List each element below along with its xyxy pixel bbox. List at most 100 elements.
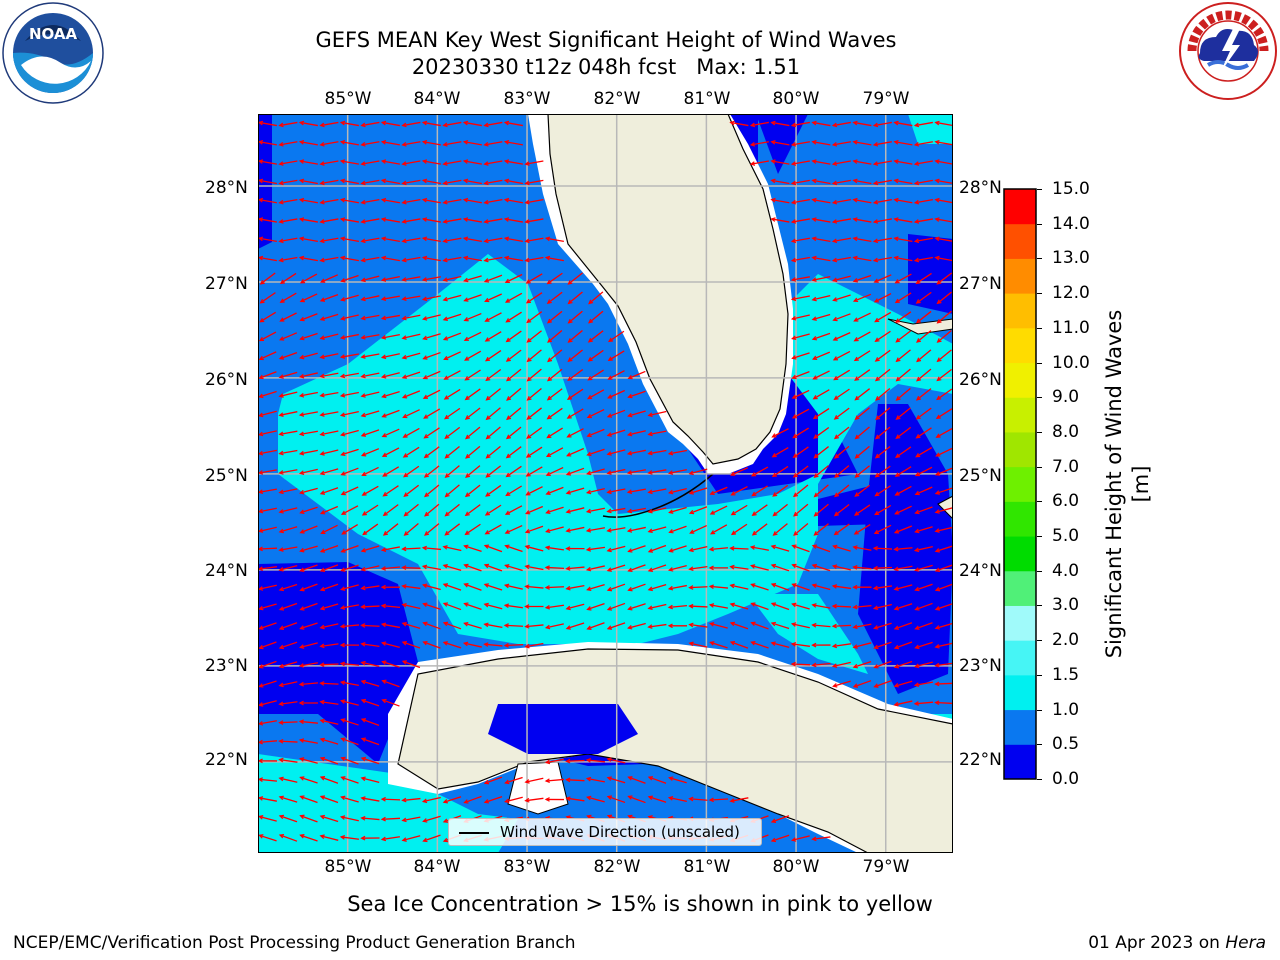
wind-wave-arrow [361,565,380,571]
wind-wave-arrow [300,179,318,185]
wind-wave-arrow-head [708,584,714,590]
wind-wave-arrow-head [547,357,553,363]
wind-wave-arrow [875,485,891,497]
wind-wave-arrow-head [606,606,613,611]
wind-wave-arrow-head [278,528,284,534]
wind-wave-arrow [874,198,892,204]
wind-wave-arrow [402,333,421,339]
wind-wave-arrow [935,179,953,185]
wind-wave-arrow-head [360,412,366,418]
wind-wave-arrow-head [422,335,428,341]
wind-wave-arrow [300,506,318,514]
wind-wave-arrow [443,641,462,649]
wind-wave-arrow [505,545,523,553]
wind-wave-arrow-head [503,217,510,222]
wind-wave-arrow-head [380,159,387,164]
wind-wave-arrow [423,834,441,842]
wind-wave-arrow [853,160,872,165]
wind-wave-arrow [320,179,339,185]
legend-line-swatch [459,832,489,834]
wind-wave-arrow [853,121,872,127]
wind-wave-arrow [875,368,891,382]
wind-wave-arrow-head [770,818,777,823]
wind-wave-arrow [587,448,605,456]
wind-wave-arrow [320,121,339,127]
lon-label-bottom: 82°W [593,857,641,877]
wind-wave-arrow-head [831,122,838,128]
wind-wave-arrow-head [483,622,489,628]
wind-wave-arrow-head [811,662,817,668]
wind-wave-arrow [444,407,461,420]
wind-wave-arrow-head [382,511,388,517]
wind-wave-arrow-head [381,413,387,418]
wind-wave-arrow-head [442,257,448,263]
wind-wave-arrow [259,351,277,360]
wind-wave-arrow [894,700,913,706]
wind-wave-arrow [874,504,892,516]
wind-wave-arrow [587,389,605,400]
wind-wave-arrow [382,121,400,127]
wind-wave-arrow [812,544,831,553]
wind-wave-arrow [279,141,298,146]
wind-wave-arrow-head [422,837,428,843]
wind-wave-arrow [443,218,462,223]
wind-wave-arrow-head [360,277,366,283]
wind-wave-arrow [279,777,298,783]
wind-wave-arrow [279,565,298,571]
wind-wave-arrow-head [567,338,573,343]
wind-wave-arrow-head [915,279,921,285]
wind-wave-arrow-head [524,544,530,550]
wind-wave-arrow-head [319,699,325,705]
lat-label-left: 25°N [205,466,248,486]
wind-wave-arrow [813,408,830,419]
wind-wave-arrow [402,179,421,185]
wind-wave-arrow-head [709,510,715,515]
wind-wave-arrow [588,349,604,362]
wind-wave-arrow-head [790,141,797,147]
wind-wave-arrow [424,465,440,478]
wind-wave-arrow-head [421,296,428,302]
wind-wave-arrow-head [319,718,325,724]
wind-wave-arrow-head [462,120,469,126]
wind-wave-arrow-head [278,509,284,514]
wind-wave-arrow-head [833,415,839,420]
wind-wave-arrow-head [749,545,756,550]
wind-wave-arrow-head [914,606,920,611]
wind-wave-arrow-head [298,217,305,222]
wind-wave-arrow-head [505,337,511,343]
wind-wave-arrow [279,681,298,687]
wind-wave-arrow [259,371,277,379]
wind-wave-arrow-head [770,641,776,646]
wind-wave-arrow-head [442,336,449,341]
wind-wave-arrow-head [339,236,346,242]
wind-wave-arrow [361,817,380,821]
wind-wave-arrow-head [852,159,858,164]
wind-wave-arrow-head [565,625,571,630]
wind-wave-arrow [464,121,482,127]
wind-wave-arrow [402,121,421,127]
wind-wave-arrow [812,198,831,204]
wind-wave-arrow-head [811,159,817,164]
wind-wave-arrow [628,526,646,532]
wind-wave-arrow-head [565,585,571,591]
wind-wave-arrow-head [258,834,264,839]
wind-wave-arrow [341,776,359,784]
wind-wave-arrow [485,312,502,322]
wind-wave-arrow-head [792,472,798,478]
wind-wave-arrow [465,369,481,381]
wind-wave-arrow [486,407,501,420]
wind-wave-arrow [812,256,831,262]
wind-wave-arrow [937,349,952,362]
wind-wave-arrow [895,292,912,304]
wind-wave-arrow-head [565,490,571,495]
wind-wave-arrow [793,503,809,517]
wind-wave-arrow-head [360,257,366,263]
wind-wave-arrow [361,410,380,417]
wind-wave-arrow [894,218,913,223]
colorbar-tick-label: 2.0 [1052,630,1080,651]
wind-wave-arrow-head [852,624,858,630]
wind-wave-arrow-head [464,492,471,498]
wind-wave-arrow [689,468,708,475]
wind-wave-arrow [771,642,790,648]
wind-wave-arrow-head [462,139,469,145]
